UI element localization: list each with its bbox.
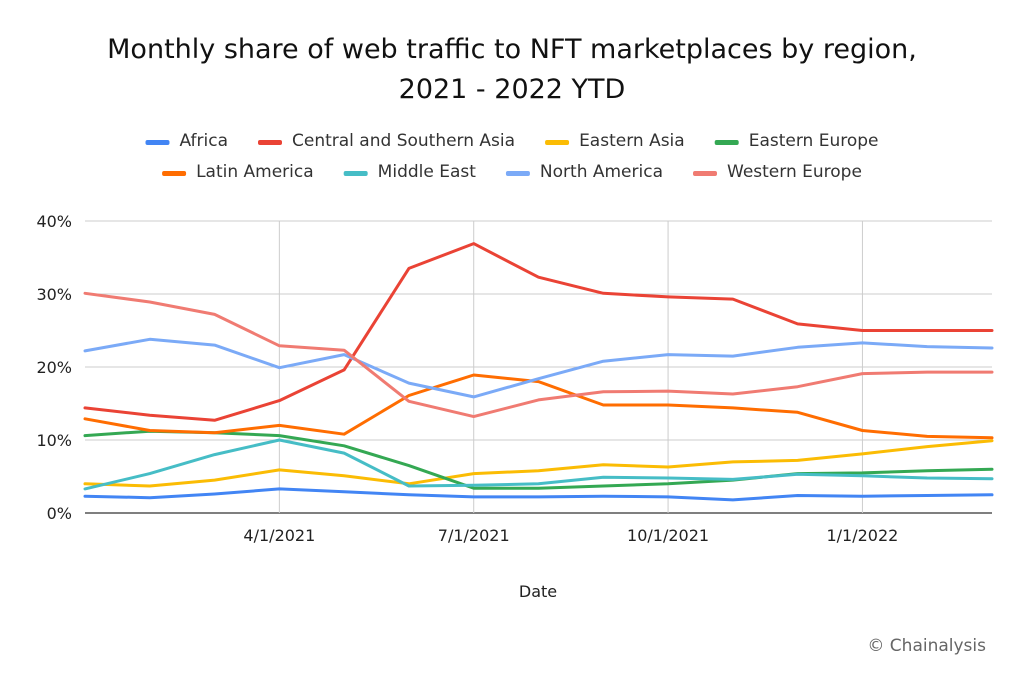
series-line-eastern-asia (83, 439, 994, 488)
legend-label: Eastern Asia (579, 131, 685, 151)
y-tick-label: 0% (47, 504, 72, 523)
x-tick-label: 4/1/2021 (243, 526, 315, 545)
legend-label: Africa (180, 131, 229, 151)
credit-text: © Chainalysis (867, 636, 986, 656)
legend-item-eastern-europe: Eastern Europe (714, 131, 879, 151)
y-tick-label: 40% (36, 212, 72, 231)
series-line-middle-east (83, 438, 994, 491)
legend-label: Latin America (196, 162, 314, 182)
x-axis-title: Date (519, 582, 557, 601)
legend-swatch (162, 171, 187, 176)
legend-swatch (714, 140, 739, 145)
series-line-central-and-southern-asia (83, 242, 994, 422)
y-tick-label: 10% (36, 431, 72, 450)
chart-title-line-1: Monthly share of web traffic to NFT mark… (107, 34, 917, 65)
legend-label: North America (540, 162, 663, 182)
legend-item-eastern-asia: Eastern Asia (545, 131, 685, 151)
legend-swatch (145, 140, 170, 145)
legend-item-western-europe: Western Europe (693, 162, 862, 182)
series-line-eastern-europe (83, 429, 994, 490)
legend-item-latin-america: Latin America (162, 162, 314, 182)
legend-swatch (545, 140, 570, 145)
series-line-north-america (83, 337, 994, 399)
x-tick-label: 10/1/2021 (627, 526, 709, 545)
chart-title-line-2: 2021 - 2022 YTD (398, 74, 626, 105)
chart-series (83, 242, 994, 502)
legend-swatch (343, 171, 368, 176)
legend-label: Eastern Europe (749, 131, 879, 151)
legend-label: Central and Southern Asia (292, 131, 515, 151)
series-line-latin-america (83, 373, 994, 440)
y-tick-label: 30% (36, 285, 72, 304)
legend-label: Middle East (378, 162, 477, 182)
series-line-western-europe (83, 291, 994, 419)
legend-item-middle-east: Middle East (343, 162, 477, 182)
x-tick-label: 1/1/2022 (826, 526, 898, 545)
legend-swatch (505, 171, 530, 176)
chart-title: Monthly share of web traffic to NFT mark… (0, 30, 1024, 110)
x-tick-label: 7/1/2021 (438, 526, 510, 545)
chart-legend: Africa Central and Southern Asia Eastern A… (145, 131, 879, 182)
legend-item-north-america: North America (505, 162, 663, 182)
series-line-africa (83, 487, 994, 502)
legend-swatch (258, 140, 282, 145)
legend-label: Western Europe (727, 162, 862, 182)
legend-swatch (693, 171, 718, 176)
chart-axes: 0% 10% 20% 30% 40% 4/1/2021 7/1/2021 10/1/2021 1… (36, 212, 898, 545)
legend-item-central-and-southern-asia: Central and Southern Asia (258, 131, 515, 151)
legend-item-africa: Africa (145, 131, 229, 151)
chart-grid (85, 220, 992, 514)
y-tick-label: 20% (36, 358, 72, 377)
